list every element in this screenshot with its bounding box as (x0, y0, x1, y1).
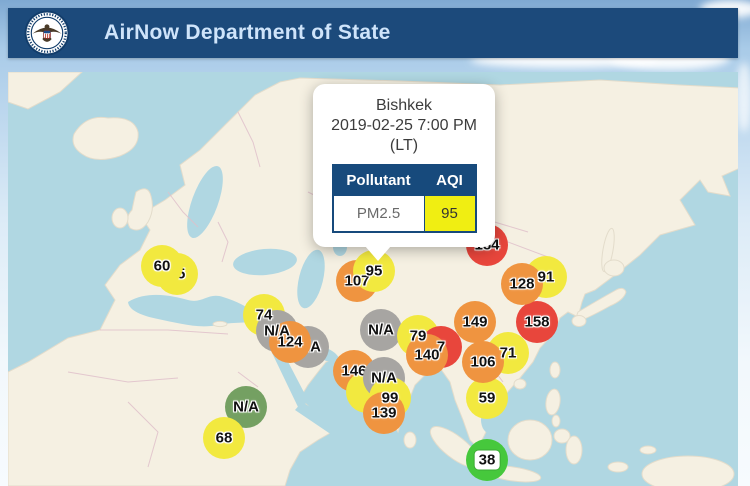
aqi-marker-label: 146 (341, 362, 367, 380)
popup-aqi-table: Pollutant AQI PM2.5 95 (331, 164, 477, 233)
aqi-marker[interactable] (360, 309, 402, 351)
department-of-state-seal-icon (24, 10, 70, 56)
popup-aqi-value: 95 (423, 195, 476, 233)
popup-tail (365, 246, 391, 261)
popup-table-header-pollutant: Pollutant (332, 164, 425, 196)
aqi-marker-label: 95 (365, 262, 383, 280)
popup-table-header-aqi: AQI (423, 164, 476, 196)
aqi-marker[interactable] (466, 377, 508, 419)
aqi-marker-label: 158 (524, 313, 550, 331)
aqi-marker-label: N/A (371, 369, 397, 387)
aqi-marker-label: 68 (215, 429, 233, 447)
aqi-marker[interactable] (141, 245, 183, 287)
aqi-marker-label: 71 (499, 344, 517, 362)
aqi-marker-label: 107 (344, 272, 370, 290)
aqi-marker-label: 124 (277, 333, 303, 351)
aqi-marker-label: 59 (478, 389, 496, 407)
aqi-marker-label: N/A (264, 322, 290, 340)
map-popup: Bishkek 2019-02-25 7:00 PM (LT) Pollutan… (313, 84, 495, 261)
aqi-marker[interactable] (462, 341, 504, 383)
aqi-marker[interactable] (269, 321, 311, 363)
aqi-marker-label: 91 (537, 268, 555, 286)
aqi-marker-label: 79 (409, 327, 427, 345)
aqi-marker[interactable] (501, 263, 543, 305)
aqi-marker-label: N/A (368, 321, 394, 339)
aqi-marker[interactable] (406, 334, 448, 376)
table-row: PM2.5 95 (332, 195, 476, 233)
aqi-marker-label: 139 (371, 404, 397, 422)
aqi-marker[interactable] (454, 301, 496, 343)
aqi-marker[interactable] (516, 301, 558, 343)
aqi-marker-label: 38 (474, 450, 500, 470)
aqi-marker-label: 106 (470, 353, 496, 371)
aqi-marker-label: 140 (414, 346, 440, 364)
world-map[interactable]: 656074N/AN/A1241079518491128149158N/A797… (8, 72, 738, 486)
aqi-marker-label: 74 (255, 306, 273, 324)
header-bar: AirNow Department of State (8, 8, 738, 58)
aqi-marker-label: 128 (509, 275, 535, 293)
aqi-marker[interactable] (363, 392, 405, 434)
cloud (736, 62, 750, 132)
popup-pollutant-value: PM2.5 (332, 195, 425, 233)
popup-datetime: 2019-02-25 7:00 PM (LT) (331, 117, 477, 154)
app-title: AirNow Department of State (104, 21, 391, 44)
aqi-marker-label: 60 (153, 257, 171, 275)
aqi-marker-label: 7 (436, 338, 446, 356)
aqi-marker-label: 99 (381, 389, 399, 407)
aqi-marker-label: 149 (462, 313, 488, 331)
popup-city: Bishkek (375, 97, 433, 114)
aqi-marker-label: N/A (233, 398, 259, 416)
aqi-marker[interactable] (203, 417, 245, 459)
